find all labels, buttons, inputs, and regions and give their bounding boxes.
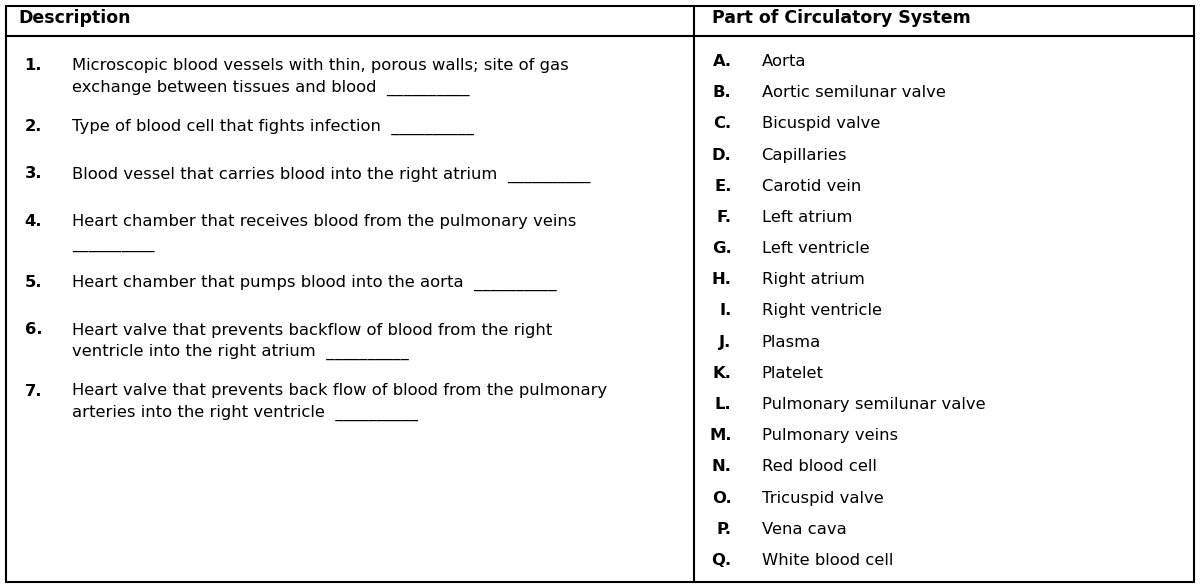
Text: Plasma: Plasma xyxy=(762,335,821,350)
Text: Heart valve that prevents back flow of blood from the pulmonary: Heart valve that prevents back flow of b… xyxy=(72,383,607,399)
Text: Right ventricle: Right ventricle xyxy=(762,303,882,319)
Text: 1.: 1. xyxy=(24,58,42,73)
Text: J.: J. xyxy=(719,335,732,350)
Text: N.: N. xyxy=(712,459,732,475)
Text: Heart valve that prevents backflow of blood from the right: Heart valve that prevents backflow of bl… xyxy=(72,322,552,338)
Text: 4.: 4. xyxy=(24,214,42,229)
Text: Vena cava: Vena cava xyxy=(762,522,846,537)
Text: exchange between tissues and blood  __________: exchange between tissues and blood _____… xyxy=(72,79,469,96)
Text: E.: E. xyxy=(714,179,732,194)
Text: B.: B. xyxy=(713,85,732,101)
Text: arteries into the right ventricle  __________: arteries into the right ventricle ______… xyxy=(72,405,418,421)
Text: Microscopic blood vessels with thin, porous walls; site of gas: Microscopic blood vessels with thin, por… xyxy=(72,58,569,73)
Text: F.: F. xyxy=(716,210,732,225)
Text: Left ventricle: Left ventricle xyxy=(762,241,869,256)
Text: ventricle into the right atrium  __________: ventricle into the right atrium ________… xyxy=(72,344,409,360)
Text: Q.: Q. xyxy=(712,553,732,568)
Text: L.: L. xyxy=(715,397,732,412)
Text: M.: M. xyxy=(709,428,732,443)
Text: Capillaries: Capillaries xyxy=(762,148,847,163)
Text: __________: __________ xyxy=(72,238,155,252)
Text: P.: P. xyxy=(716,522,732,537)
Text: Heart chamber that receives blood from the pulmonary veins: Heart chamber that receives blood from t… xyxy=(72,214,576,229)
Text: 3.: 3. xyxy=(24,166,42,182)
Text: D.: D. xyxy=(712,148,732,163)
Text: Aorta: Aorta xyxy=(762,54,806,69)
Text: Heart chamber that pumps blood into the aorta  __________: Heart chamber that pumps blood into the … xyxy=(72,275,557,291)
Text: 6.: 6. xyxy=(24,322,42,338)
Text: Description: Description xyxy=(18,9,131,27)
Text: O.: O. xyxy=(712,490,732,506)
Text: Left atrium: Left atrium xyxy=(762,210,852,225)
Text: A.: A. xyxy=(713,54,732,69)
Text: Type of blood cell that fights infection  __________: Type of blood cell that fights infection… xyxy=(72,119,474,135)
Text: I.: I. xyxy=(719,303,732,319)
Text: 2.: 2. xyxy=(25,119,42,134)
Text: Tricuspid valve: Tricuspid valve xyxy=(762,490,883,506)
Text: Blood vessel that carries blood into the right atrium  __________: Blood vessel that carries blood into the… xyxy=(72,166,590,183)
Text: Right atrium: Right atrium xyxy=(762,272,864,288)
Text: 7.: 7. xyxy=(24,383,42,399)
Text: Pulmonary veins: Pulmonary veins xyxy=(762,428,898,443)
Text: Platelet: Platelet xyxy=(762,366,823,381)
Text: Part of Circulatory System: Part of Circulatory System xyxy=(712,9,971,27)
Text: C.: C. xyxy=(714,116,732,132)
Text: Red blood cell: Red blood cell xyxy=(762,459,876,475)
Text: G.: G. xyxy=(712,241,732,256)
Text: Pulmonary semilunar valve: Pulmonary semilunar valve xyxy=(762,397,985,412)
Text: K.: K. xyxy=(713,366,732,381)
Text: Carotid vein: Carotid vein xyxy=(762,179,860,194)
Text: Aortic semilunar valve: Aortic semilunar valve xyxy=(762,85,946,101)
Text: Bicuspid valve: Bicuspid valve xyxy=(762,116,880,132)
Text: White blood cell: White blood cell xyxy=(762,553,893,568)
Text: 5.: 5. xyxy=(24,275,42,290)
Text: H.: H. xyxy=(712,272,732,288)
